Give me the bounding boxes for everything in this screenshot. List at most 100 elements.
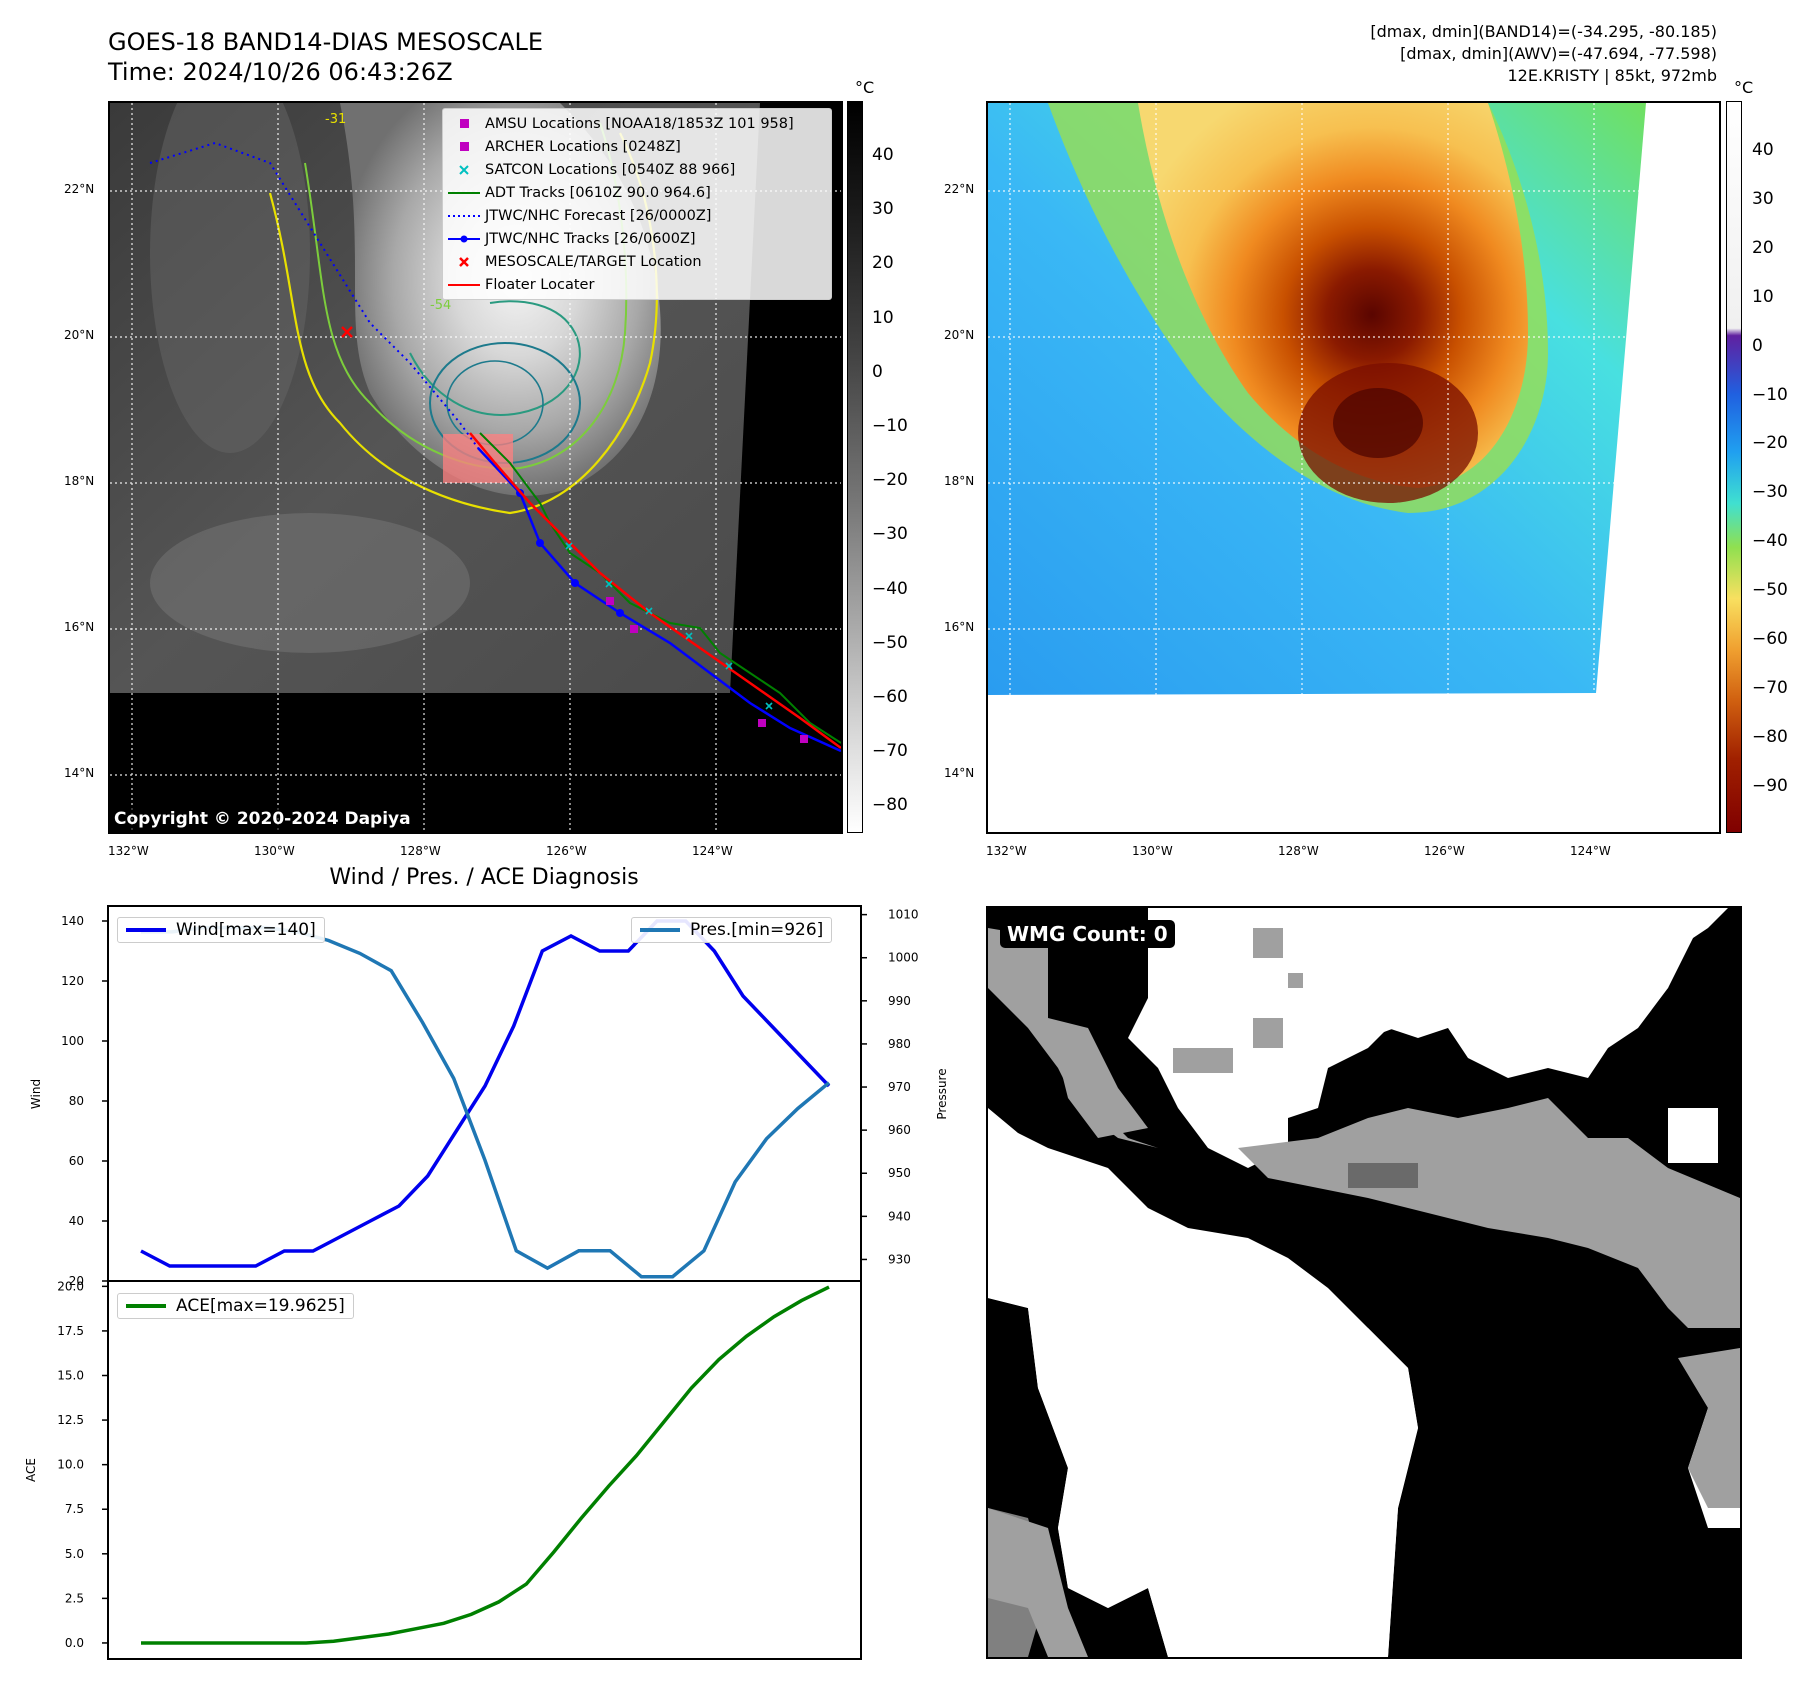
wind-ylabel: Wind: [29, 1079, 43, 1109]
floater-track: [469, 432, 841, 750]
wv-colorbar-tick: −40: [1752, 531, 1788, 552]
wv-lat-22: 22°N: [944, 182, 975, 196]
wv-colorbar-unit: °C: [1734, 78, 1754, 97]
wv-colorbar-tick: −70: [1752, 677, 1788, 698]
ace-axes: [107, 1280, 862, 1660]
legend-forecast: JTWC/NHC Forecast [26/0000Z]: [448, 207, 712, 224]
ir-colorbar-tick: 40: [872, 145, 894, 165]
wind-ytick-label: 140: [61, 914, 84, 928]
ace-ytick-label: 7.5: [65, 1502, 84, 1516]
wv-colorbar-tick: 10: [1752, 286, 1774, 307]
ir-map: -31 -54: [108, 101, 843, 834]
ir-colorbar-tick: −20: [872, 470, 908, 491]
ir-colorbar-tick: −80: [872, 795, 908, 816]
pressure-ytick-label: 960: [888, 1123, 911, 1137]
legend-adt: ADT Tracks [0610Z 90.0 964.6]: [448, 184, 711, 201]
ace-ytick-label: 20.0: [57, 1279, 84, 1293]
ir-colorbar-tick: −30: [872, 524, 908, 545]
wind-ytick-label: 20: [69, 1274, 84, 1288]
storm-info: 12E.KRISTY | 85kt, 972mb: [1507, 66, 1718, 85]
legend-floater: Floater Locater: [448, 276, 595, 293]
wv-lat-16: 16°N: [944, 620, 975, 634]
wv-colorbar-tick: −10: [1752, 384, 1788, 405]
ir-lat-22: 22°N: [64, 182, 95, 196]
wind-axes: [107, 905, 862, 1282]
pressure-legend-swatch: [640, 928, 680, 932]
ace-legend-label: ACE[max=19.9625]: [176, 1296, 345, 1316]
ace-ytick-label: 2.5: [65, 1591, 84, 1605]
wv-colorbar-tick: −20: [1752, 433, 1788, 454]
wind-ytick-label: 60: [69, 1154, 84, 1168]
wv-colorbar-tick: 30: [1752, 188, 1774, 209]
ace-ytick-label: 5.0: [65, 1547, 84, 1561]
pressure-ytick-label: 970: [888, 1080, 911, 1094]
wind-legend-label: Wind[max=140]: [176, 920, 316, 940]
nhc-track: [477, 447, 841, 753]
figure-time: Time: 2024/10/26 06:43:26Z: [108, 58, 453, 86]
pressure-legend-label: Pres.[min=926]: [690, 920, 824, 940]
wv-colorbar-tick: −60: [1752, 629, 1788, 649]
ace-ytick-label: 17.5: [57, 1324, 84, 1338]
wv-map: [986, 101, 1721, 834]
wmg-white-region: [988, 1108, 1418, 1657]
wmg-black-region: [988, 908, 1740, 1657]
ace-legend-swatch: [126, 1304, 166, 1308]
legend-archer: ARCHER Locations [0248Z]: [443, 135, 831, 158]
ir-colorbar-tick: 10: [872, 307, 894, 328]
pressure-ytick-label: 990: [888, 994, 911, 1008]
ir-lat-16: 16°N: [64, 620, 95, 634]
legend-amsu: AMSU Locations [NOAA18/1853Z 101 958]: [443, 112, 831, 135]
contour-label-54: -54: [430, 298, 451, 313]
wmg-map: WMG Count: 0: [986, 906, 1742, 1659]
ir-lat-14: 14°N: [64, 766, 95, 780]
ace-ytick-label: 12.5: [57, 1413, 84, 1427]
ir-lat-18: 18°N: [64, 474, 95, 488]
wv-colorbar: [1726, 101, 1742, 833]
amsu-marker: [606, 597, 614, 605]
wind-ytick-label: 40: [69, 1214, 84, 1228]
pressure-ylabel: Pressure: [935, 1068, 949, 1119]
wv-lon-132: 132°W: [986, 844, 1027, 858]
pressure-ytick-label: 1000: [888, 951, 919, 965]
ace-legend: ACE[max=19.9625]: [117, 1293, 354, 1319]
wind-legend-swatch: [126, 928, 166, 932]
ir-colorbar-tick: 0: [872, 361, 883, 382]
ir-colorbar-tick: −70: [872, 741, 908, 762]
ace-series: [141, 1285, 830, 1645]
legend-satcon: SATCON Locations [0540Z 88 966]: [443, 158, 831, 181]
ir-colorbar-tick: −10: [872, 416, 908, 436]
wv-colorbar-tick: −90: [1752, 775, 1788, 796]
wind-ytick-label: 100: [61, 1034, 84, 1048]
ir-colorbar-tick: −40: [872, 578, 908, 599]
contour-label-31: -31: [325, 112, 346, 127]
wv-colorbar-tick: 0: [1752, 335, 1763, 356]
wmg-gray-region: [988, 928, 1158, 1148]
ir-colorbar-tick: 30: [872, 199, 894, 220]
pressure-ytick-label: 950: [888, 1166, 911, 1180]
ace-ylabel: ACE: [24, 1458, 38, 1482]
pressure-ytick-label: 1010: [888, 908, 919, 922]
legend-target: MESOSCALE/TARGET Location: [443, 250, 831, 273]
wv-lon-126: 126°W: [1424, 844, 1465, 858]
ace-ytick-label: 10.0: [57, 1458, 84, 1472]
copyright: Copyright © 2020-2024 Dapiya: [110, 808, 415, 830]
ir-colorbar-tick: −60: [872, 687, 908, 707]
wv-lon-128: 128°W: [1278, 844, 1319, 858]
ir-lon-128: 128°W: [400, 844, 441, 858]
ir-colorbar-unit: °C: [855, 78, 875, 97]
diagnosis-title: Wind / Pres. / ACE Diagnosis: [329, 865, 639, 890]
ir-colorbar-tick: 20: [872, 253, 894, 274]
wind-ytick-label: 120: [61, 974, 84, 988]
wv-lat-20: 20°N: [944, 328, 975, 342]
wv-colorbar-tick: −30: [1752, 482, 1788, 503]
figure-title: GOES-18 BAND14-DIAS MESOSCALE: [108, 28, 544, 56]
wv-colorbar-tick: −80: [1752, 726, 1788, 747]
pressure-ytick-label: 940: [888, 1209, 911, 1223]
wv-lat-18: 18°N: [944, 474, 975, 488]
wv-lon-124: 124°W: [1570, 844, 1611, 858]
dmax-awv: [dmax, dmin](AWV)=(-47.694, -77.598): [1400, 44, 1717, 63]
pressure-series: [141, 925, 831, 1279]
ir-lon-124: 124°W: [692, 844, 733, 858]
wmg-count: WMG Count: 0: [1000, 920, 1175, 948]
pressure-ytick-label: 980: [888, 1037, 911, 1051]
